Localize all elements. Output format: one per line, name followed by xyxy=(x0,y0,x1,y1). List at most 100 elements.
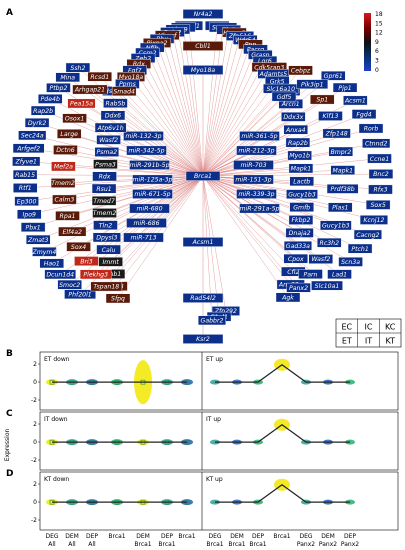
protein-node: Agk xyxy=(275,292,301,303)
svg-text:Gpr61: Gpr61 xyxy=(324,73,343,80)
node-ksr2: Ksr2 xyxy=(182,334,224,344)
svg-text:Panx2: Panx2 xyxy=(319,541,337,548)
gene-node: Pde4b xyxy=(38,94,63,104)
svg-text:Tspan18: Tspan18 xyxy=(93,284,119,291)
svg-text:Cdk5rap3: Cdk5rap3 xyxy=(254,64,284,71)
svg-text:Psma3: Psma3 xyxy=(95,161,116,168)
protein-node: Tmed7 xyxy=(91,195,117,206)
svg-text:Smoc2: Smoc2 xyxy=(59,282,80,289)
strip-title-left: KT down xyxy=(44,476,69,483)
svg-text:Ddx3x: Ddx3x xyxy=(283,114,303,121)
protein-node: Anxa4 xyxy=(283,124,308,135)
mirna-node: miR-132-3p xyxy=(123,131,164,141)
svg-text:Rdx: Rdx xyxy=(133,61,145,68)
strip-title-left: IT down xyxy=(44,416,68,423)
gene-node: Gucy1b3 xyxy=(320,220,352,231)
svg-text:Ctnnd2: Ctnnd2 xyxy=(365,140,388,148)
svg-text:Acsm1: Acsm1 xyxy=(192,239,214,246)
svg-text:Hao1: Hao1 xyxy=(44,261,60,268)
svg-text:Dnaja2: Dnaja2 xyxy=(289,230,311,237)
svg-text:Gucy1b3: Gucy1b3 xyxy=(322,223,350,230)
mirna-node: miR-703 xyxy=(233,160,274,170)
gene-node: Mapk1 xyxy=(330,165,356,175)
gene-node: Ptbp2 xyxy=(46,82,71,93)
gene-node: Gdf5 xyxy=(271,91,297,102)
gene-node: Zfyve1 xyxy=(12,156,41,167)
svg-text:Sp1: Sp1 xyxy=(316,97,328,104)
legend-kt: KT xyxy=(385,337,395,346)
y-tick: -2 xyxy=(31,517,37,524)
svg-text:Atp6v1h: Atp6v1h xyxy=(97,124,124,132)
y-tick: 2 xyxy=(33,481,37,488)
svg-text:Tmem2: Tmem2 xyxy=(93,210,117,217)
strip-title-right: KT up xyxy=(206,476,223,483)
gene-node: Zmym4 xyxy=(31,246,57,257)
svg-text:Cebpz: Cebpz xyxy=(291,68,311,75)
gene-node: Sox4 xyxy=(66,241,91,252)
svg-text:Calm3: Calm3 xyxy=(55,197,75,204)
legend-ic: IC xyxy=(365,323,373,332)
protein-node: Dpysl3 xyxy=(92,232,121,243)
svg-text:All: All xyxy=(68,541,76,548)
gene-node: Pbx1 xyxy=(20,222,46,232)
svg-text:Ppms: Ppms xyxy=(119,81,137,88)
svg-text:Large: Large xyxy=(60,131,78,138)
gene-node: Cacng2 xyxy=(353,229,382,240)
gene-node: Pea15a xyxy=(67,98,96,109)
legend-kc: KC xyxy=(385,323,396,332)
protein-node: Myo1b xyxy=(287,150,312,161)
protein-node: Rsu1 xyxy=(91,183,117,194)
protein-node: Fkbp2 xyxy=(288,215,314,225)
svg-text:Rcsd1: Rcsd1 xyxy=(90,74,109,81)
protein-node: Sfpq xyxy=(105,293,131,304)
protein-node: Mapk1 xyxy=(288,163,314,174)
svg-text:Panx2: Panx2 xyxy=(297,541,315,548)
svg-text:miR-713: miR-713 xyxy=(130,235,156,242)
colorbar-gradient xyxy=(364,13,371,71)
svg-text:DEP: DEP xyxy=(86,533,98,540)
protein-node: Psma2 xyxy=(94,147,120,157)
svg-text:Nr4a2: Nr4a2 xyxy=(194,11,213,18)
svg-text:Rab15: Rab15 xyxy=(15,172,35,179)
gene-node: Lad1 xyxy=(327,269,352,280)
svg-text:Mapk1: Mapk1 xyxy=(333,167,354,174)
svg-text:DEP: DEP xyxy=(161,533,173,540)
y-tick: -2 xyxy=(31,397,37,404)
y-tick: 0 xyxy=(33,499,37,506)
protein-node: Atp6v1h xyxy=(94,122,127,133)
protein-node: Gmfb xyxy=(289,202,314,212)
svg-text:Smad4: Smad4 xyxy=(113,88,135,95)
gene-node: Dyrk2 xyxy=(24,117,50,128)
gene-node: Prdf38b xyxy=(326,184,359,194)
svg-text:miR-132-3p: miR-132-3p xyxy=(125,133,161,140)
colorbar-tick: 6 xyxy=(375,48,379,55)
svg-text:miR-703: miR-703 xyxy=(240,162,266,169)
y-tick: -2 xyxy=(31,457,37,464)
gene-node: Plekhg3 xyxy=(79,269,112,280)
mirna-node: miR-125a-3p xyxy=(132,174,173,185)
svg-text:Plas1: Plas1 xyxy=(332,205,348,212)
gene-node: Sp1 xyxy=(310,94,335,105)
svg-text:DEM: DEM xyxy=(65,533,79,540)
svg-text:Ep300: Ep300 xyxy=(17,198,37,205)
protein-node: Dnaja2 xyxy=(285,228,314,238)
svg-text:Panx2: Panx2 xyxy=(289,285,308,292)
panel-letter: C xyxy=(6,409,13,419)
svg-text:Zfyve1: Zfyve1 xyxy=(14,159,36,166)
svg-text:Zeb2: Zeb2 xyxy=(134,55,151,62)
svg-text:Cpox: Cpox xyxy=(288,256,304,263)
svg-text:Gdf5: Gdf5 xyxy=(277,94,292,101)
svg-text:Brca1: Brca1 xyxy=(108,533,125,540)
gene-node: Rorb xyxy=(358,123,384,134)
svg-text:miR-339-3p: miR-339-3p xyxy=(238,191,274,198)
svg-text:Phf20l1: Phf20l1 xyxy=(68,291,91,298)
gene-node: Dcun1d4 xyxy=(44,269,77,280)
svg-text:Rorb: Rorb xyxy=(364,126,379,133)
gene-node: Gpr61 xyxy=(321,70,346,81)
svg-text:Ksr2: Ksr2 xyxy=(196,336,210,343)
gene-node: Tspan18 xyxy=(90,281,123,292)
svg-text:Rtf1: Rtf1 xyxy=(19,184,32,192)
